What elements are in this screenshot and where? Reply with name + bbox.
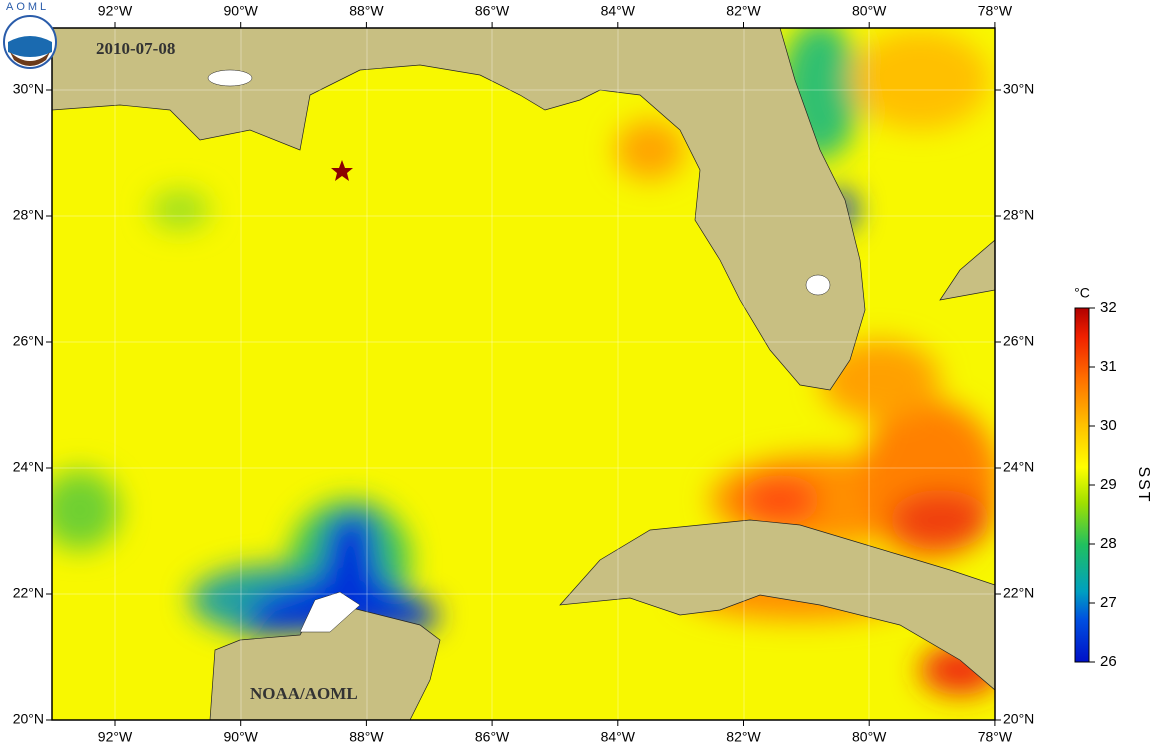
colorbar-tick-label: 28 bbox=[1100, 535, 1117, 552]
sst-field bbox=[52, 28, 995, 720]
lat-label-left: 30°N bbox=[13, 81, 44, 97]
colorbar bbox=[1074, 307, 1090, 663]
colorbar-label: SST bbox=[1135, 466, 1150, 503]
lon-label-top: 92°W bbox=[98, 3, 133, 19]
lon-label-top: 88°W bbox=[349, 3, 384, 19]
lakes bbox=[207, 69, 831, 633]
colorbar-tick-label: 32 bbox=[1100, 299, 1117, 316]
colorbar-tick-label: 26 bbox=[1100, 653, 1117, 670]
lat-label-right: 26°N bbox=[1003, 333, 1034, 349]
graticule bbox=[52, 28, 995, 720]
logo: AOML bbox=[3, 1, 57, 69]
colorbar-tick-label: 29 bbox=[1100, 476, 1117, 493]
lat-label-left: 26°N bbox=[13, 333, 44, 349]
lat-label-left: 20°N bbox=[13, 711, 44, 727]
lon-label-bottom: 82°W bbox=[726, 729, 761, 745]
date-label: 2010-07-08 bbox=[96, 39, 175, 58]
lon-label-bottom: 90°W bbox=[224, 729, 259, 745]
lon-label-bottom: 78°W bbox=[978, 729, 1013, 745]
lat-label-right: 22°N bbox=[1003, 585, 1034, 601]
lon-label-bottom: 84°W bbox=[601, 729, 636, 745]
colorbar-tick-label: 30 bbox=[1100, 417, 1117, 434]
lat-label-left: 28°N bbox=[13, 207, 44, 223]
land bbox=[52, 28, 995, 720]
colorbar-tick-label: 31 bbox=[1100, 358, 1117, 375]
lon-label-top: 90°W bbox=[224, 3, 259, 19]
lat-label-left: 22°N bbox=[13, 585, 44, 601]
lat-label-left: 24°N bbox=[13, 459, 44, 475]
lat-label-right: 28°N bbox=[1003, 207, 1034, 223]
lat-label-right: 20°N bbox=[1003, 711, 1034, 727]
lat-label-right: 24°N bbox=[1003, 459, 1034, 475]
lon-label-bottom: 92°W bbox=[98, 729, 133, 745]
credit-label: NOAA/AOML bbox=[250, 684, 358, 703]
lon-label-bottom: 86°W bbox=[475, 729, 510, 745]
colorbar-unit: °C bbox=[1074, 285, 1090, 301]
lon-label-bottom: 80°W bbox=[852, 729, 887, 745]
map-frame bbox=[51, 27, 996, 721]
colorbar-tick-label: 27 bbox=[1100, 594, 1117, 611]
lon-label-bottom: 88°W bbox=[349, 729, 384, 745]
logo-text: AOML bbox=[6, 1, 49, 13]
lon-label-top: 78°W bbox=[978, 3, 1013, 19]
station-star bbox=[331, 160, 353, 181]
axis-labels: 92°W 92°W 90°W 90°W 88°W 88°W 86°W 86°W 84°W 84°W… bbox=[13, 3, 1117, 745]
lon-label-top: 82°W bbox=[726, 3, 761, 19]
lon-label-top: 80°W bbox=[852, 3, 887, 19]
lon-label-top: 86°W bbox=[475, 3, 510, 19]
lat-label-right: 30°N bbox=[1003, 81, 1034, 97]
lon-label-top: 84°W bbox=[601, 3, 636, 19]
